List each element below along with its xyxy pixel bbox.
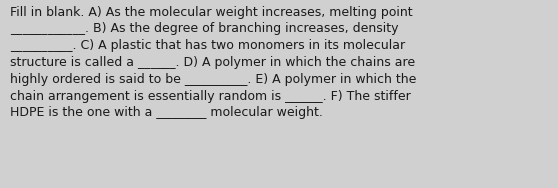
Text: Fill in blank. A) As the molecular weight increases, melting point
____________.: Fill in blank. A) As the molecular weigh… bbox=[10, 6, 416, 119]
